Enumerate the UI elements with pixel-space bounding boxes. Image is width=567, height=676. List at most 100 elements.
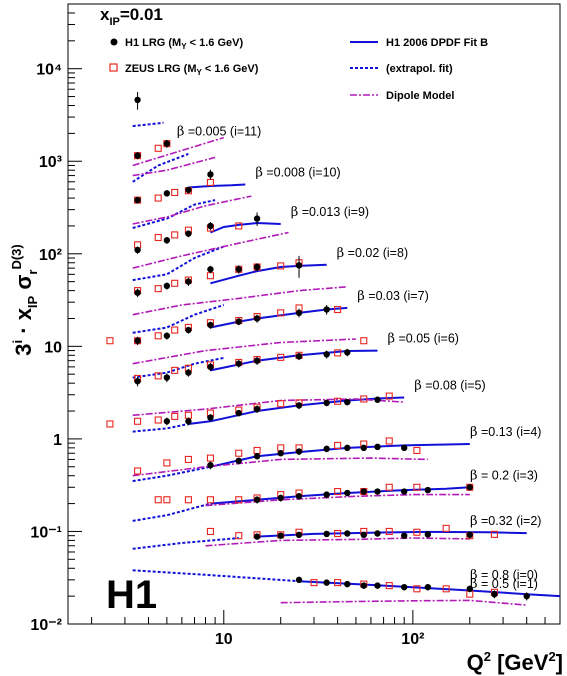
series-label: β =0.08 (i=5) (414, 379, 485, 394)
h1-point (277, 494, 284, 502)
zeus-point (206, 178, 214, 187)
dipole-model-curve (205, 493, 470, 507)
extrapolated-fit-curve (132, 199, 216, 229)
legend-item-h1: H1 LRG (MY < 1.6 GeV) (110, 37, 243, 51)
extrapolated-fit-curve (132, 152, 189, 183)
h1-point (207, 266, 214, 273)
h1-point (253, 215, 261, 222)
h1-point (163, 237, 171, 244)
h1-point (401, 444, 408, 452)
h1-point (207, 414, 214, 421)
extrapolated-fit-curve (132, 537, 239, 550)
fit-curve (257, 530, 527, 538)
zeus-point (206, 454, 214, 462)
zeus-point (277, 444, 285, 452)
h1-point (424, 486, 432, 494)
h1-point (344, 489, 351, 497)
plot-frame (67, 3, 561, 625)
h1-point (253, 496, 261, 503)
h1-point (163, 418, 171, 425)
dipole-model-curve (132, 338, 356, 365)
extrapolated-fit-curve (132, 121, 164, 128)
h1-point (163, 282, 171, 290)
h1-point (344, 580, 351, 588)
fit-curve (188, 183, 246, 189)
fit-curve (210, 221, 281, 234)
series-label: β =0.005 (i=11) (177, 125, 261, 140)
h1-point (163, 140, 171, 147)
zeus-point (385, 527, 393, 535)
dipole-model-curve (205, 537, 470, 547)
legend: H1 LRG (MY < 1.6 GeV) ZEUS LRG (MY < 1.6… (109, 37, 488, 102)
zeus-point (171, 188, 179, 197)
h1-point (374, 582, 381, 589)
h1-point (424, 531, 432, 538)
zeus-point (235, 496, 243, 504)
h1-point (163, 332, 171, 339)
zeus-point (134, 417, 142, 425)
zeus-point (334, 529, 342, 538)
h1-point (374, 396, 381, 403)
y-tick-label: 10⁴ (36, 62, 62, 79)
h1-point (253, 453, 261, 460)
h1-point (185, 369, 192, 376)
h1-point (295, 576, 303, 584)
zeus-point (184, 411, 192, 419)
h1-point (253, 357, 261, 364)
h1-point (466, 585, 473, 593)
zeus-point (106, 420, 114, 428)
zeus-point (206, 496, 214, 504)
zeus-point (235, 449, 243, 457)
zeus-point (413, 446, 421, 455)
h1-point (323, 351, 330, 358)
h1-point (277, 532, 284, 539)
axes: 10 10² 10⁻² 10⁻¹ 1 10 10² 10³ 10⁴ (30, 3, 561, 648)
zeus-point (154, 332, 162, 340)
extrapolated-fit-curve (132, 502, 211, 522)
zeus-point (235, 532, 243, 540)
legend-extrap-label: (extrapol. fit) (386, 63, 453, 75)
h1-point (185, 418, 192, 425)
y-tick-label: 10⁻² (30, 617, 62, 634)
h1-point (185, 230, 192, 237)
h1-point (374, 443, 381, 451)
x-tick-label: 10 (215, 631, 233, 648)
h1-point (295, 493, 303, 500)
h1-point (523, 592, 530, 600)
h1-point (134, 337, 141, 344)
h1-point (360, 444, 367, 452)
h1-point (323, 306, 330, 313)
h1-point (207, 321, 214, 329)
h1-point (295, 448, 303, 455)
dipole-model-curve (132, 136, 225, 167)
h1-point (295, 309, 303, 317)
h1-point (253, 533, 261, 540)
zeus-point (106, 337, 114, 345)
x-axis-label: Q2 [GeV2] (467, 649, 563, 675)
series-label: β =0.008 (i=10) (255, 166, 340, 181)
extrapolated-fit-curve (132, 304, 225, 334)
extrapolated-fit-curve (132, 423, 189, 433)
zeus-point (184, 496, 192, 504)
zeus-point (171, 412, 179, 420)
zeus-point (171, 326, 179, 334)
data-points (106, 91, 530, 601)
legend-h1-label: H1 LRG (MY < 1.6 GeV) (125, 37, 243, 51)
legend-item-dipole: Dipole Model (350, 90, 454, 102)
dipole-model-curve (132, 231, 289, 269)
legend-item-zeus: ZEUS LRG (MY < 1.6 GeV) (109, 63, 259, 77)
zeus-point (442, 585, 450, 593)
h1-point (207, 363, 214, 371)
h1-point (134, 378, 141, 385)
series-label: β =0.013 (i=9) (291, 205, 369, 220)
h1-point (235, 266, 242, 273)
h1-point (207, 171, 214, 178)
legend-zeus-label: ZEUS LRG (MY < 1.6 GeV) (125, 63, 259, 77)
h1-point (134, 289, 141, 296)
x-tick-label: 10² (401, 631, 424, 648)
extrapolated-fit-curve (132, 245, 225, 282)
zeus-point (360, 395, 368, 403)
zeus-point (154, 416, 162, 424)
zeus-point (277, 309, 285, 317)
h1-point (235, 409, 242, 417)
